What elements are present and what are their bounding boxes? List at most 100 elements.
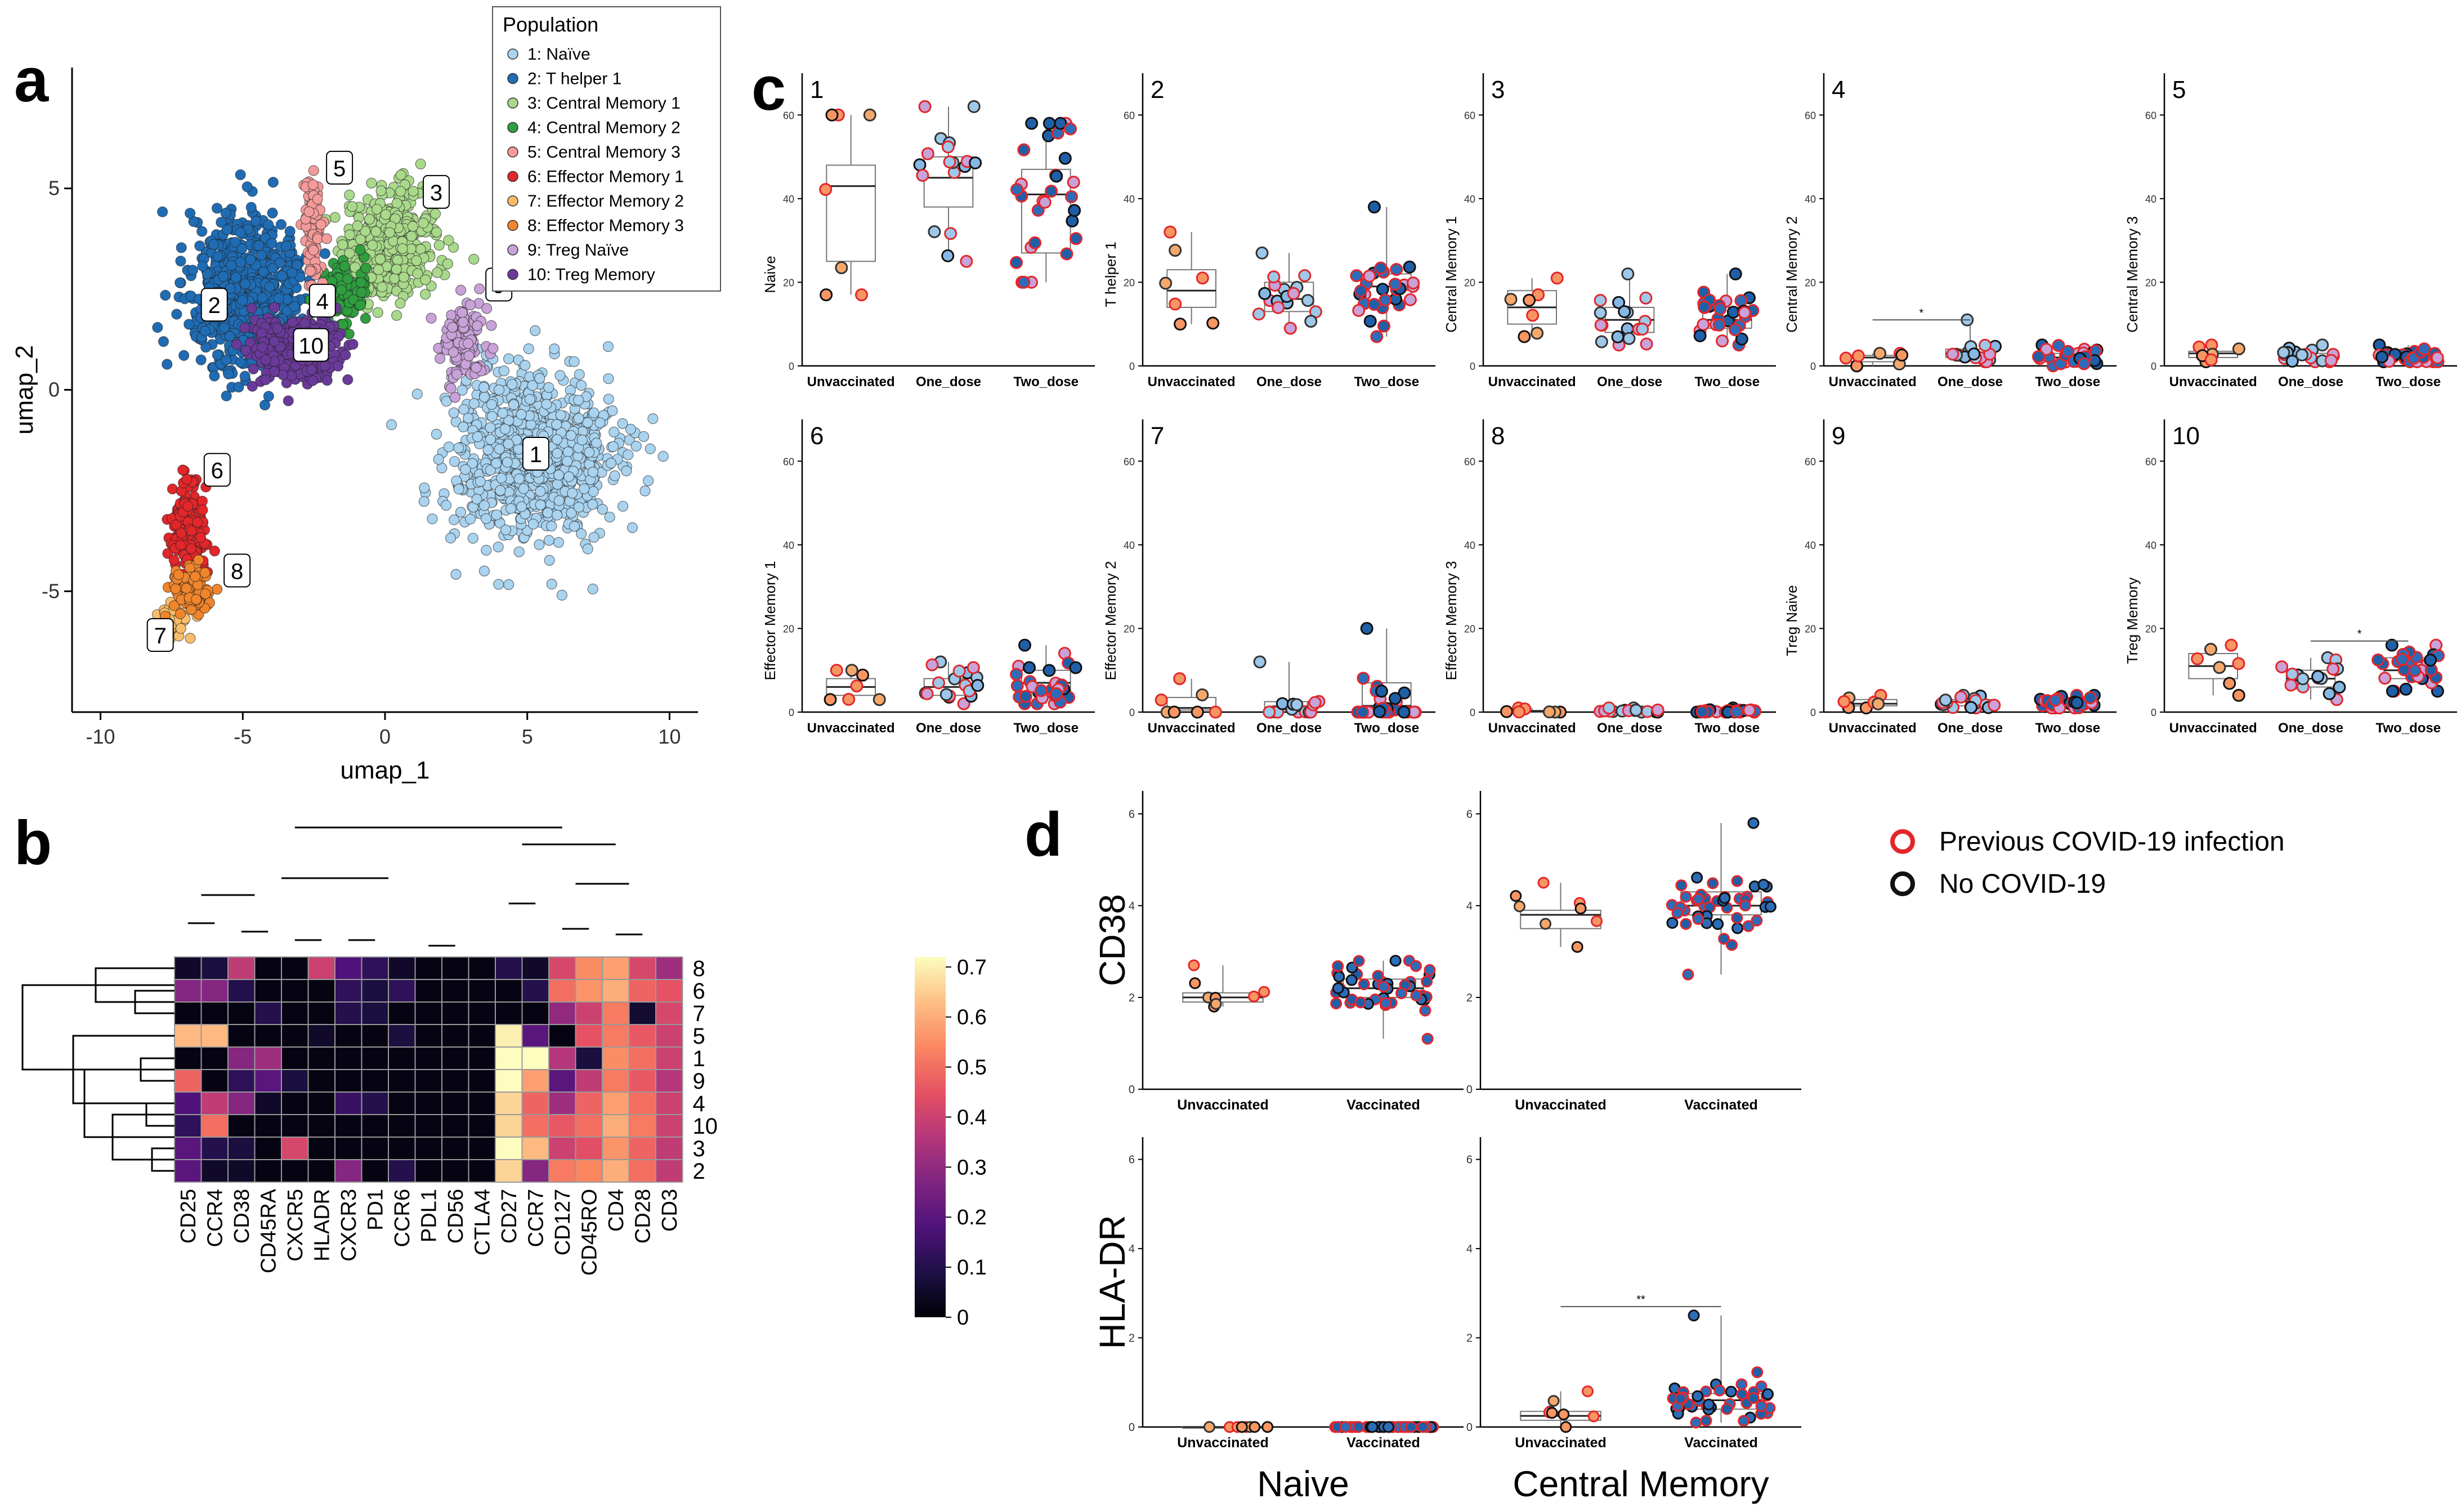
points-Unvaccinated [824,664,886,706]
heatmap-cell [628,1001,656,1025]
points-Two_dose [2034,688,2101,715]
data-point [1636,323,1649,336]
data-point [1688,1309,1700,1322]
data-point [2378,672,2392,685]
umap-point [231,339,242,350]
umap-point [360,313,371,324]
heatmap-cell [655,979,683,1003]
umap-point [491,458,502,469]
data-point [2083,691,2097,704]
umap-point [374,253,386,265]
umap-point [448,407,459,418]
heatmap-cell [575,956,603,980]
heatmap-cell [548,1069,576,1093]
data-point [1272,301,1285,314]
umap-point [457,384,468,396]
umap-point [457,307,468,318]
umap-point [543,535,554,546]
umap-point [355,277,366,288]
umap-point [603,373,614,384]
umap-point [551,434,563,445]
umap-point [485,422,496,433]
data-point [1169,297,1182,311]
umap-point [263,219,274,230]
boxplot-panel-10: 0 20 40 60 10 Treg Memory Unvaccinated One_dose… [2124,419,2457,736]
umap-point [602,341,614,352]
y-tick-label: 6 [1129,808,1135,821]
heatmap-row-label: 6 [693,979,705,1004]
umap-point [239,322,250,333]
data-point [1248,990,1260,1003]
data-point [932,676,946,690]
data-point [1594,306,1607,320]
umap-point [273,293,284,304]
y-axis-title: umap_2 [11,345,38,435]
data-point [1397,705,1411,719]
data-point [1304,315,1318,328]
heatmap-cell [414,1024,442,1048]
data-point [2191,652,2204,665]
umap-point [481,544,492,556]
umap-point [418,217,429,229]
points-Unvaccinated [1837,688,1887,715]
umap-point [563,471,575,482]
data-point [1618,305,1631,319]
data-point [2326,662,2340,676]
data-point [1954,690,1968,704]
data-point [1639,291,1653,305]
boxplot-panel-d-0-1: 0 2 4 6 Unvaccinated Vaccinated [1466,791,1801,1113]
y-tick-label: 40 [1805,194,1816,205]
umap-point [170,583,181,594]
data-point [1540,918,1552,930]
legend-swatch [507,97,518,109]
heatmap-cell [200,1024,229,1048]
heatmap-cell [521,956,549,980]
umap-point [283,395,294,406]
x-tick-label: Unvaccinated [2169,721,2257,736]
y-axis-title: T helper 1 [1102,241,1119,307]
data-point [1726,306,1740,319]
data-point [1675,879,1688,892]
umap-point [465,299,476,311]
heatmap-cell [521,1024,549,1048]
umap-point [216,217,227,228]
umap-point [303,206,315,217]
heatmap-cell [575,1001,603,1025]
legend-swatch [507,195,518,207]
data-point [1504,293,1518,306]
umap-point [478,500,490,511]
umap-point [340,349,351,361]
umap-point [160,289,171,301]
umap-point [336,284,347,296]
heatmap-cell [495,1114,523,1138]
panel-number: 1 [810,76,824,104]
umap-point [584,446,595,458]
heatmap-cell [200,1069,229,1093]
data-point [1360,621,1373,635]
x-tick-label: Vaccinated [1346,1435,1420,1451]
umap-point [276,270,288,281]
heatmap-cell [521,1137,549,1160]
umap-point [535,486,546,497]
umap-point [551,419,562,430]
heatmap-cell [200,1001,229,1025]
data-point [1697,317,1710,331]
boxplot-grid-d: 0 2 4 6 Unvaccinated Vaccinated 0 2 4 6 Unvaccinat… [1092,791,2285,1504]
y-tick-label: 40 [2145,194,2156,205]
heatmap-cell [655,1001,683,1025]
umap-point [237,295,248,306]
data-point [1249,1421,1261,1433]
umap-point [503,353,514,364]
umap-point [386,419,397,431]
umap-point [221,390,232,401]
umap-point [367,239,378,251]
umap-point [191,594,202,605]
y-tick-label: 60 [783,456,794,467]
heatmap-cell [495,1069,523,1093]
heatmap-cell [521,1069,549,1093]
umap-point [384,227,395,238]
umap-point [181,583,192,594]
data-point [1755,1400,1768,1412]
umap-point [391,310,402,321]
umap-point [455,284,467,296]
